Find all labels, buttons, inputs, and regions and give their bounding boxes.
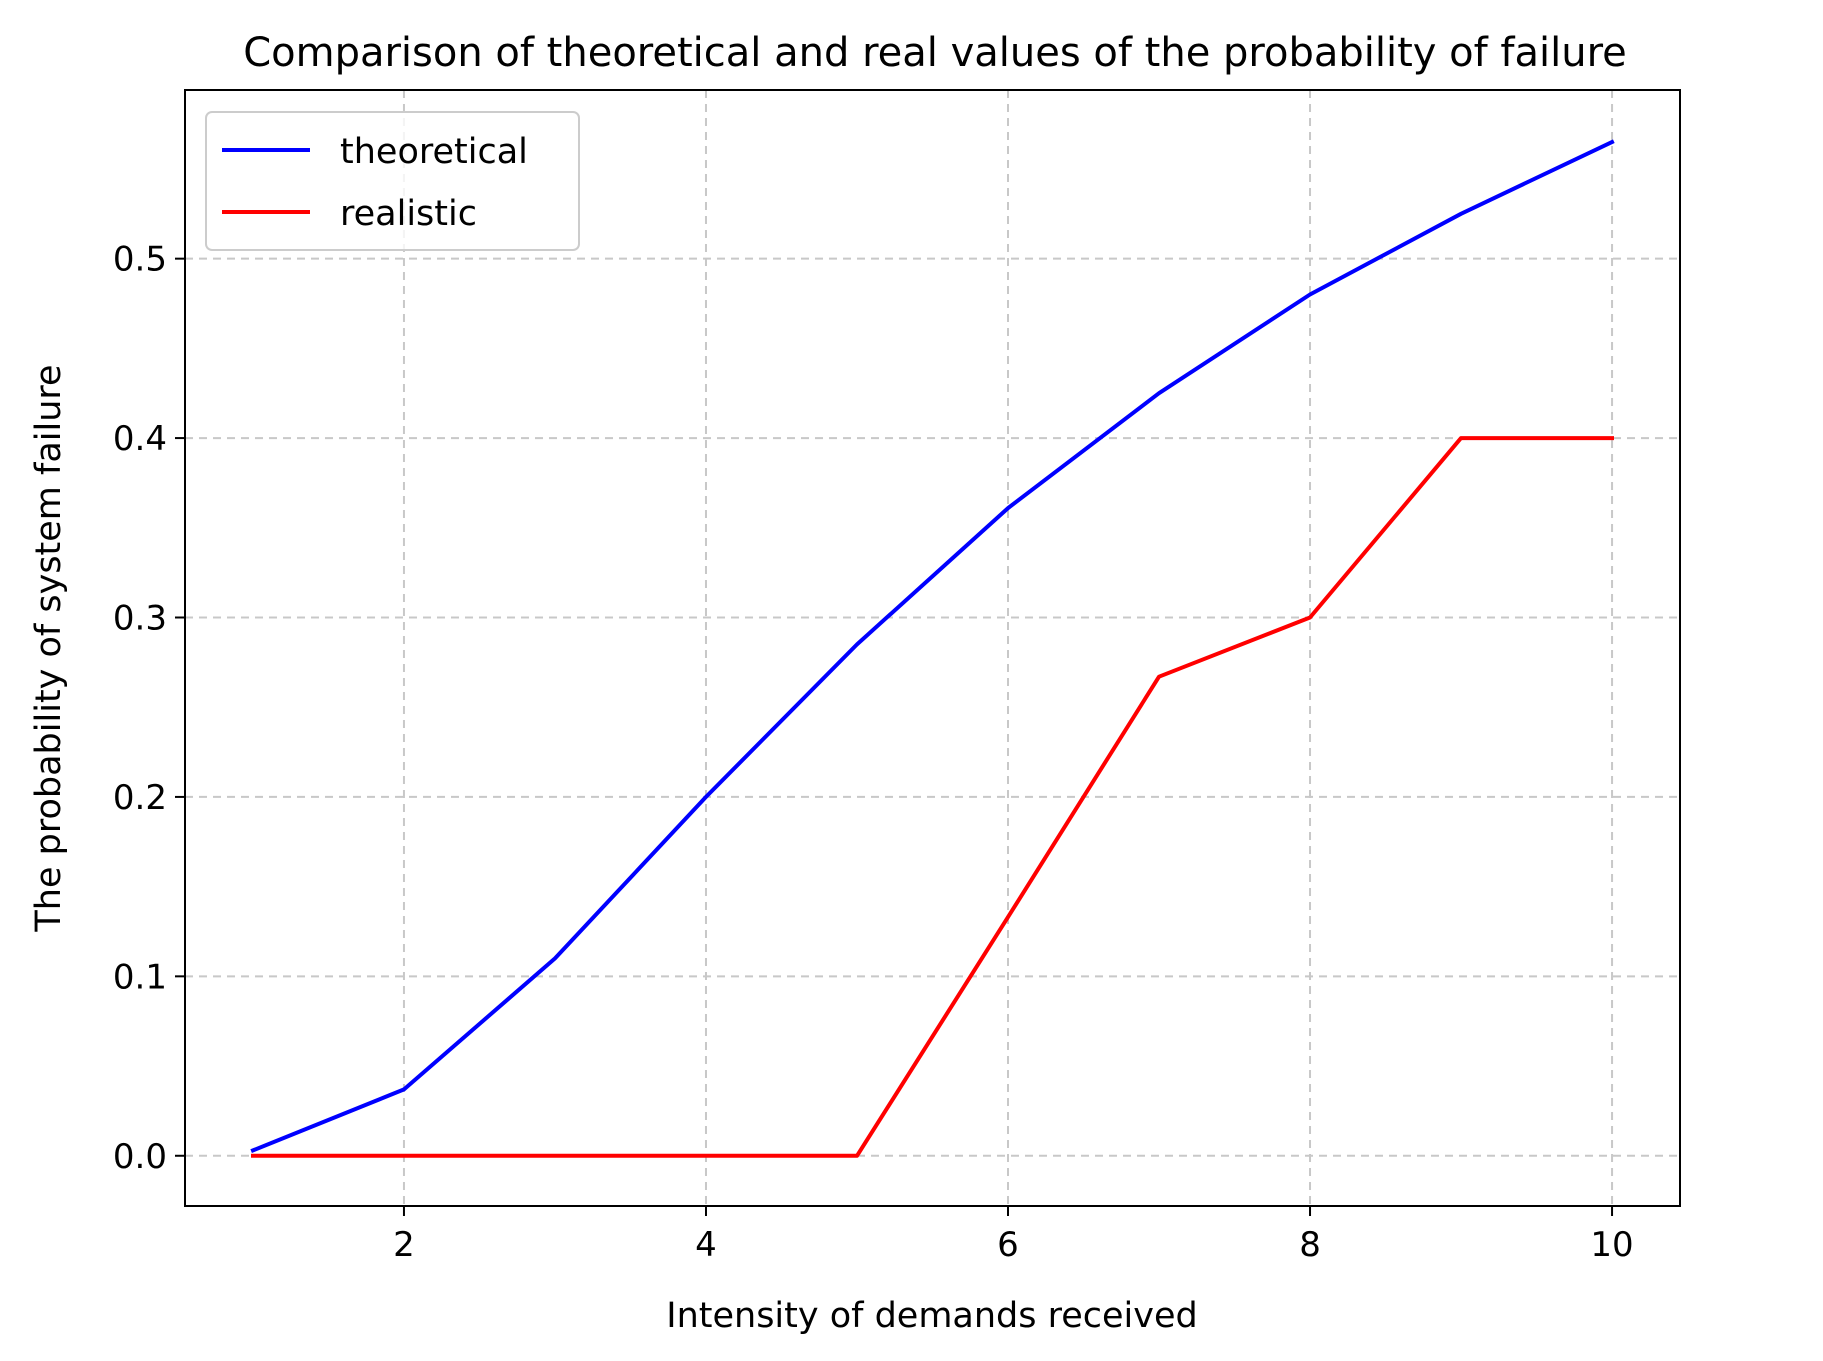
chart-title: Comparison of theoretical and real value… [243,30,1627,76]
x-tick-label: 10 [1590,1225,1633,1265]
x-axis-label: Intensity of demands received [666,1296,1198,1336]
legend-box [205,111,580,251]
legend-label-realistic: realistic [340,194,477,234]
x-tick-label: 4 [695,1225,717,1265]
y-tick-label: 0.0 [113,1137,167,1177]
y-tick-label: 0.5 [113,240,167,280]
x-tick-label: 6 [997,1225,1019,1265]
y-tick-label: 0.1 [113,957,167,997]
y-axis-label: The probability of system failure [29,364,69,932]
series-line-theoretical [250,139,1615,1154]
y-tick-label: 0.4 [113,419,167,459]
x-tick-label: 2 [393,1225,415,1265]
legend-label-theoretical: theoretical [340,132,528,172]
series-line-realistic [251,436,1614,1158]
grid-lines [185,90,1680,1206]
legend: theoretical realistic [205,111,580,251]
plot-frame [184,89,1681,1207]
y-tick-label: 0.2 [113,778,167,818]
x-tick-label: 8 [1299,1225,1321,1265]
series-lines [250,139,1615,1158]
y-tick-label: 0.3 [113,598,167,638]
x-axis-ticks: 2 4 6 8 10 [393,1206,1634,1265]
y-axis-ticks: 0.0 0.1 0.2 0.3 0.4 0.5 [113,240,185,1177]
